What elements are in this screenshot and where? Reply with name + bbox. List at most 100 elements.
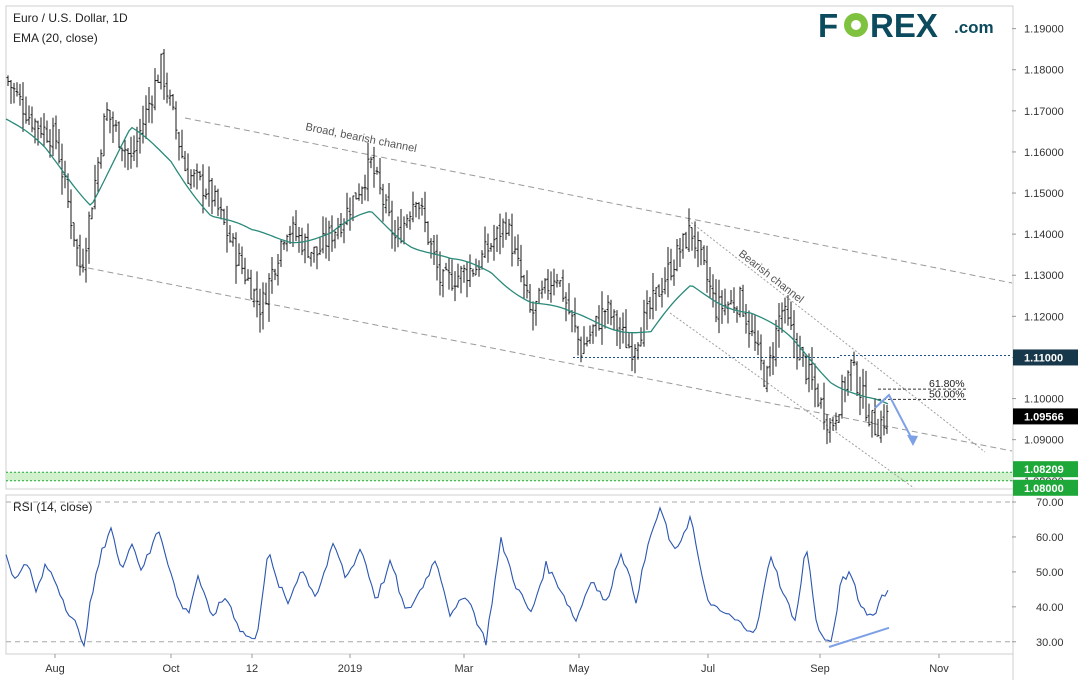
candle [174,101,178,140]
candle [795,332,799,370]
candle [303,233,307,264]
candle [831,416,835,431]
candle [555,273,559,288]
candle [348,197,352,231]
candle [615,310,619,346]
candle [786,295,790,326]
candle [651,272,655,320]
candle [675,239,679,272]
candle [150,95,154,124]
candle [93,164,97,210]
candle [405,214,409,229]
candle [27,105,31,126]
time-tick-label: 12 [246,663,258,675]
candle [90,207,94,220]
candle [867,403,871,427]
time-axis[interactable]: Aug Oct 12 2019 Mar May Jul Sep Nov [45,654,949,675]
candle [87,211,91,264]
price-tick-label: 1.14000 [1024,229,1064,241]
candle [738,286,742,318]
candle [429,238,433,259]
candle [663,267,667,295]
broad-channel-lower [77,265,1013,452]
candle [771,342,775,375]
candle [216,188,220,217]
candle [696,231,700,268]
time-tick-label: May [569,663,590,675]
candle [126,148,130,171]
candle [204,188,208,200]
candle [12,82,16,104]
projection-arrow [874,393,918,446]
time-tick-label: Sep [810,663,830,675]
candle [189,169,193,189]
candle [42,113,46,147]
price-tag-0 [1013,349,1078,366]
bearish-channel-upper [687,219,986,453]
time-tick-label: Aug [45,663,65,675]
candle [732,287,736,313]
candle [705,245,709,293]
price-tick-label: 1.19000 [1024,24,1064,36]
candle [366,142,370,202]
candlestick-series [6,48,889,445]
candle [453,271,457,302]
candle [501,218,505,248]
candle [672,259,676,286]
candle [18,83,22,106]
candle [534,300,538,326]
rsi-pane-frame [5,494,1014,655]
candle [180,129,184,159]
candle [201,164,205,214]
candle [723,288,727,316]
price-pane-frame [5,5,1014,490]
candle [498,213,502,255]
candle [507,218,511,236]
candle [510,213,514,267]
candle [582,326,586,355]
candle [765,365,769,393]
candle [321,216,325,254]
candle [420,197,424,216]
candle [309,251,313,267]
price-tags: 1.11000 1.09566 1.08209 1.08000 [1013,349,1078,496]
candle [417,202,421,220]
candle [51,117,55,157]
candle [636,342,640,360]
candle [159,53,163,90]
candle [552,268,556,296]
candle [687,208,691,252]
candle [813,363,817,408]
time-tick-label: 2019 [338,663,362,675]
candle [432,235,436,266]
candle [714,279,718,323]
candle [849,359,853,392]
candle [567,283,571,315]
candle [231,233,235,247]
candle [816,383,820,408]
candle [378,157,382,195]
candle [780,302,784,333]
candle [855,361,859,396]
candle [522,274,526,300]
candle [885,405,889,434]
candle [213,185,217,207]
candle [168,89,172,106]
candle [198,170,202,181]
candle [111,111,115,144]
candle [807,353,811,393]
candle [135,126,139,168]
rsi-axis[interactable]: 70.00 60.00 50.00 40.00 30.00 [1012,497,1064,649]
candle [147,87,151,123]
candle [666,246,670,298]
candle [825,414,829,445]
candle [363,174,367,201]
candle [114,120,118,132]
candle [630,332,634,372]
candle [75,238,79,267]
candle [654,287,658,311]
candle [192,169,196,188]
price-tag-1 [1013,408,1078,425]
